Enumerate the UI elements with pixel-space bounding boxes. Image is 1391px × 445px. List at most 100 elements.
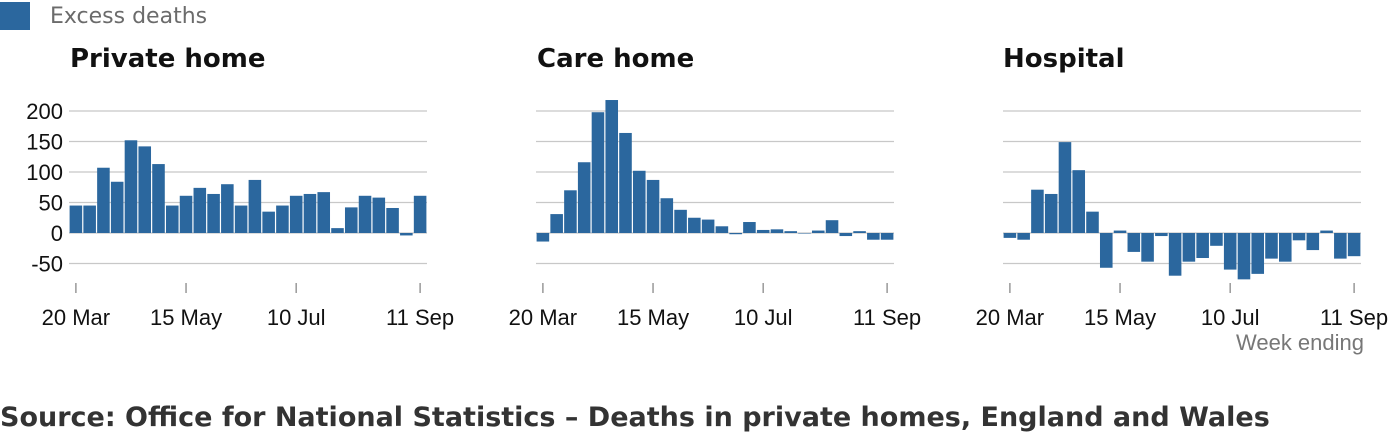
y-tick-label: 0 <box>51 221 63 246</box>
legend-swatch <box>0 2 30 30</box>
private-home-bar <box>358 195 372 233</box>
private-home-bar <box>400 233 413 236</box>
hospital-bar <box>1113 230 1127 233</box>
care-home-bar <box>632 170 646 233</box>
y-tick-label: 100 <box>26 160 63 185</box>
hospital-bar <box>1127 233 1141 252</box>
private-home-bar <box>165 205 179 233</box>
hospital-bar <box>1347 233 1361 257</box>
care-home-bar <box>564 190 577 233</box>
hospital-bar <box>1003 233 1017 238</box>
hospital-bar <box>1031 189 1044 233</box>
care-home-bar <box>688 217 701 233</box>
care-home-bar <box>619 132 632 233</box>
private-home-bar <box>152 164 165 233</box>
hospital-bar <box>1044 193 1058 233</box>
y-tick-label: 50 <box>39 191 63 216</box>
private-home-bar <box>317 192 331 233</box>
care-home-bar <box>743 222 756 233</box>
private-home-bar <box>386 207 399 233</box>
hospital-bar <box>1058 142 1072 233</box>
care-home-bar <box>660 198 674 233</box>
care-home-bar <box>756 229 770 233</box>
y-tick-label: -50 <box>31 252 63 277</box>
hospital-bar <box>1223 233 1237 270</box>
hospital-bar <box>1292 233 1306 241</box>
private-home-bar <box>331 228 344 233</box>
care-home-bar <box>550 214 563 233</box>
hospital-bar <box>1210 233 1223 246</box>
private-home-bar <box>344 207 358 233</box>
private-home-bar <box>221 184 234 233</box>
y-tick-label: 150 <box>26 130 63 155</box>
care-home-bar <box>729 233 742 235</box>
care-home-bar <box>770 229 784 233</box>
x-tick-label: 10 Jul <box>267 305 326 330</box>
x-tick-label: 20 Mar <box>42 305 110 330</box>
hospital-bar <box>1141 233 1154 262</box>
source-note: Source: Office for National Statistics –… <box>0 402 1270 433</box>
hospital-bar <box>1334 233 1347 259</box>
x-tick-label: 15 May <box>1084 305 1156 330</box>
hospital-bar <box>1278 233 1292 262</box>
x-tick-label: 15 May <box>617 305 689 330</box>
private-home-bar <box>138 146 152 233</box>
x-tick-label: 20 Mar <box>976 305 1044 330</box>
care-home-bar <box>880 233 894 240</box>
x-tick-label: 15 May <box>150 305 222 330</box>
y-tick-label: 200 <box>26 99 63 124</box>
hospital-bar <box>1306 233 1320 251</box>
hospital-bar <box>1099 233 1113 268</box>
hospital-bar <box>1320 230 1333 233</box>
private-home-bar <box>124 140 138 233</box>
care-home-bar <box>784 231 798 233</box>
hospital-bar <box>1196 233 1209 259</box>
private-home-bar <box>193 187 207 233</box>
private-home-bar <box>234 205 248 233</box>
hospital-bar <box>1265 233 1278 259</box>
private-home-bar <box>289 195 303 233</box>
private-home-bar <box>262 211 275 233</box>
care-home-bar <box>715 226 729 233</box>
chart-title-hospital: Hospital <box>1003 44 1125 74</box>
private-home-bar <box>413 195 427 233</box>
care-home-bar <box>674 209 687 233</box>
hospital-bar <box>1072 170 1086 233</box>
care-home-bar <box>646 179 660 233</box>
care-home-bar <box>577 162 591 233</box>
hospital-bar <box>1168 233 1182 276</box>
private-home-bar <box>372 197 386 233</box>
x-tick-label: 20 Mar <box>509 305 577 330</box>
private-home-bar <box>83 205 96 233</box>
care-home-bar <box>825 220 839 233</box>
private-home-bar <box>69 205 83 233</box>
private-home-bar <box>179 195 193 233</box>
private-home-bar <box>276 205 289 233</box>
care-home-bar <box>536 233 550 242</box>
hospital-bar <box>1182 233 1196 262</box>
chart-title-private-home: Private home <box>70 44 266 74</box>
hospital-bar <box>1251 233 1265 274</box>
x-tick-label: 11 Sep <box>386 305 454 330</box>
x-tick-label: 10 Jul <box>1201 305 1260 330</box>
charts-canvas: 200 150 100 50 0 -50 20 Mar 15 May 10 Jul 11 Sep 2… <box>26 99 1388 355</box>
private-home-bar <box>207 193 220 233</box>
x-tick-label: 10 Jul <box>734 305 793 330</box>
hospital-bar <box>1237 233 1251 280</box>
x-tick-label: 11 Sep <box>1320 305 1388 330</box>
hospital-bar <box>1017 233 1030 240</box>
week-ending-label: Week ending <box>1236 330 1364 355</box>
care-home-bar <box>811 230 825 233</box>
care-home-bar <box>839 233 853 237</box>
x-tick-label: 11 Sep <box>853 305 921 330</box>
hospital-bar <box>1155 233 1168 237</box>
private-home-bar <box>248 179 262 233</box>
care-home-bar <box>605 100 619 234</box>
private-home-bar <box>303 193 317 233</box>
legend: Excess deaths <box>0 0 207 32</box>
private-home-bar <box>97 167 110 233</box>
care-home-bar <box>867 233 880 240</box>
care-home-bar <box>701 219 715 233</box>
care-home-bar <box>591 112 605 233</box>
care-home-bar <box>853 231 866 233</box>
